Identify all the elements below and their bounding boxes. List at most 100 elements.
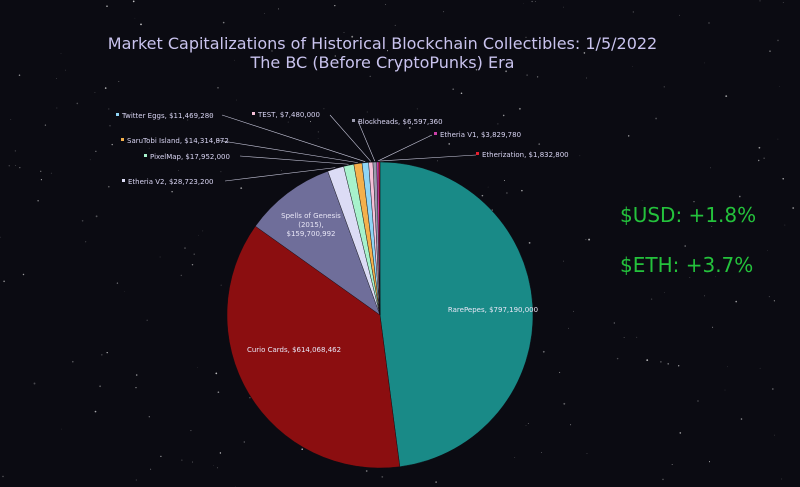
star (334, 4, 336, 7)
star (774, 434, 775, 436)
star (217, 86, 219, 89)
star (217, 391, 220, 394)
legend-swatch (122, 179, 125, 182)
slice-label: $159,700,992 (287, 230, 336, 238)
pie-slice-curio-cards (226, 225, 401, 469)
star (586, 453, 588, 454)
star (536, 76, 539, 78)
star (460, 92, 463, 94)
star (534, 1, 536, 2)
slice-label: (2015), (298, 221, 324, 229)
leader-line (215, 139, 358, 163)
star (148, 147, 150, 149)
star (641, 200, 643, 202)
star (616, 357, 619, 360)
star (107, 185, 110, 188)
star (660, 361, 662, 363)
star (481, 194, 484, 197)
star (95, 215, 98, 218)
star (94, 92, 96, 93)
star (0, 236, 1, 238)
star (369, 75, 371, 77)
pie-slice-spells-of-genesis-2015 (255, 170, 381, 316)
star (94, 410, 97, 413)
star (710, 167, 712, 169)
star (160, 455, 162, 458)
star (650, 298, 653, 300)
star (712, 326, 714, 328)
star (116, 282, 119, 284)
star (663, 86, 665, 88)
star (198, 234, 199, 236)
star (56, 78, 57, 79)
star (448, 143, 451, 145)
leader-line (221, 114, 366, 162)
leader-line (379, 154, 477, 162)
star (664, 292, 665, 293)
star (190, 430, 192, 432)
star (365, 470, 368, 472)
star (528, 242, 531, 244)
eth-change-text: $ETH: +3.7% (620, 253, 754, 277)
star (768, 296, 770, 298)
star (301, 448, 303, 450)
star (416, 108, 418, 110)
star (317, 137, 319, 139)
leader-line (239, 155, 349, 165)
legend-swatch (116, 113, 119, 116)
slice-label: Curio Cards, $614,068,462 (247, 346, 341, 354)
star (18, 74, 21, 76)
star (278, 8, 279, 10)
slice-label: Twitter Eggs, $11,469,280 (121, 112, 214, 120)
star (773, 300, 775, 302)
legend-swatch (352, 119, 355, 122)
star (15, 165, 17, 166)
star (782, 2, 784, 3)
star (150, 468, 152, 470)
star (497, 123, 499, 125)
star (148, 416, 150, 418)
star (763, 157, 765, 159)
star (613, 322, 615, 324)
legend-swatch (252, 112, 255, 115)
star (708, 461, 711, 463)
star (134, 17, 136, 19)
star (334, 55, 336, 57)
star (19, 166, 21, 169)
star (655, 117, 658, 120)
star (132, 0, 135, 3)
star (343, 32, 345, 34)
star (777, 39, 779, 42)
star (3, 280, 5, 283)
star (394, 24, 396, 26)
star (671, 463, 673, 466)
star (264, 13, 265, 14)
star (178, 170, 179, 171)
star (89, 159, 91, 161)
star (191, 263, 194, 266)
star (779, 86, 781, 87)
star (784, 224, 786, 226)
slice-label: RarePepes, $797,190,000 (448, 306, 538, 314)
star (771, 388, 774, 390)
star (135, 386, 137, 389)
star (22, 273, 25, 276)
chart-title-line1: Market Capitalizations of Historical Blo… (107, 34, 658, 53)
star (632, 66, 633, 67)
star (679, 14, 680, 16)
star (711, 225, 713, 228)
star (381, 476, 384, 478)
star (759, 0, 761, 2)
star (191, 461, 193, 463)
star (568, 327, 569, 329)
pie-slice-rarepepes (379, 161, 534, 467)
star (187, 119, 189, 121)
star (106, 351, 108, 354)
star (222, 21, 225, 24)
star (724, 389, 726, 391)
star (240, 187, 243, 189)
star (573, 310, 575, 312)
usd-change-text: $USD: +1.8% (620, 203, 757, 227)
leader-line (224, 167, 336, 182)
legend-swatch (434, 132, 437, 135)
